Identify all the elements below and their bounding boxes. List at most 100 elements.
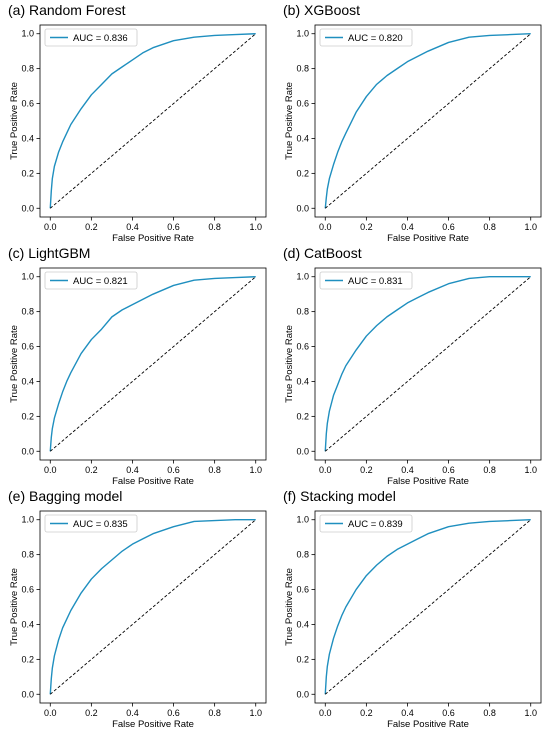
plot-frame [39, 24, 267, 218]
y-tick-label: 0.4 [21, 376, 34, 386]
legend: AUC = 0.821 [44, 271, 138, 290]
x-tick-label: 0.4 [126, 465, 139, 475]
legend: AUC = 0.839 [319, 514, 413, 533]
roc-curve [324, 276, 531, 452]
chance-line [49, 33, 257, 209]
y-tick-label: 0.4 [21, 133, 34, 143]
plot-frame [314, 510, 542, 704]
roc-curve [49, 33, 256, 209]
panel-title: (d) CatBoost [283, 245, 362, 261]
x-tick-label: 1.0 [524, 465, 537, 475]
legend-label: AUC = 0.821 [73, 276, 128, 287]
x-tick-label: 0.6 [442, 222, 455, 232]
x-tick-label: 0.8 [483, 465, 496, 475]
y-axis-title: True Positive Rate [9, 82, 20, 160]
chance-line [324, 519, 532, 695]
x-axis-title: False Positive Rate [112, 719, 194, 729]
legend-box [44, 271, 138, 290]
x-axis-title: False Positive Rate [387, 476, 469, 487]
x-tick-label: 0.8 [208, 465, 221, 475]
x-tick-label: 0.2 [360, 222, 373, 232]
legend: AUC = 0.836 [44, 28, 138, 47]
y-tick-label: 0.4 [21, 619, 34, 629]
x-tick-label: 0.8 [208, 222, 221, 232]
x-tick-label: 0.2 [85, 222, 98, 232]
y-axis-title: True Positive Rate [9, 568, 20, 646]
x-tick-label: 0.0 [44, 708, 57, 718]
y-tick-label: 0.2 [296, 654, 309, 664]
x-tick-label: 0.0 [44, 465, 57, 475]
legend: AUC = 0.831 [319, 271, 413, 290]
y-tick-label: 0.2 [21, 411, 34, 421]
x-axis-title: False Positive Rate [387, 233, 469, 244]
y-tick-label: 0.2 [21, 654, 34, 664]
x-tick-label: 0.4 [401, 708, 414, 718]
y-axis-title: True Positive Rate [9, 325, 20, 403]
x-tick-label: 0.4 [401, 222, 414, 232]
legend-box [44, 514, 138, 533]
x-tick-label: 0.2 [85, 465, 98, 475]
roc-curve [324, 519, 531, 695]
y-tick-label: 0.8 [296, 307, 309, 317]
roc-curve [49, 276, 256, 452]
chance-line [49, 519, 257, 695]
y-tick-label: 0.8 [296, 64, 309, 74]
legend-label: AUC = 0.831 [348, 276, 403, 287]
y-tick-label: 0.0 [21, 689, 34, 699]
plot-frame [39, 510, 267, 704]
legend-box [319, 514, 413, 533]
legend-label: AUC = 0.836 [73, 33, 128, 44]
roc-panel: (c) LightGBM 0.0 0.2 0.4 0.6 0.8 1.0 0.0 0.2 0.4 0… [0, 243, 275, 487]
y-tick-label: 0.0 [21, 446, 34, 456]
y-tick-label: 0.0 [296, 446, 309, 456]
panel-title: (a) Random Forest [8, 2, 126, 18]
roc-chart: 0.0 0.2 0.4 0.6 0.8 1.0 0.0 0.2 0.4 0.6 0.8 1.0 Fals… [284, 267, 542, 487]
panel-title: (b) XGBoost [283, 2, 361, 18]
x-tick-label: 0.0 [44, 222, 57, 232]
roc-chart: 0.0 0.2 0.4 0.6 0.8 1.0 0.0 0.2 0.4 0.6 0.8 1.0 Fals… [9, 24, 267, 244]
y-tick-label: 0.8 [296, 550, 309, 560]
chance-line [49, 276, 257, 452]
x-tick-label: 0.4 [401, 465, 414, 475]
x-tick-label: 1.0 [524, 222, 537, 232]
y-tick-label: 0.0 [21, 203, 34, 213]
x-tick-label: 0.0 [319, 222, 332, 232]
y-tick-label: 0.4 [296, 376, 309, 386]
roc-panel: (d) CatBoost 0.0 0.2 0.4 0.6 0.8 1.0 0.0 0.2 0.4 0… [275, 243, 550, 487]
panel-title: (e) Bagging model [8, 488, 123, 504]
y-tick-label: 0.0 [296, 689, 309, 699]
y-tick-label: 0.6 [21, 585, 34, 595]
x-tick-label: 0.2 [360, 708, 373, 718]
roc-panel: (f) Stacking model 0.0 0.2 0.4 0.6 0.8 1.0 0.0 0… [275, 486, 550, 729]
y-tick-label: 0.6 [21, 342, 34, 352]
y-tick-label: 0.2 [21, 168, 34, 178]
y-tick-label: 0.2 [296, 168, 309, 178]
y-axis-title: True Positive Rate [284, 568, 295, 646]
legend-box [319, 271, 413, 290]
roc-chart: 0.0 0.2 0.4 0.6 0.8 1.0 0.0 0.2 0.4 0.6 0.8 1.0 Fals… [9, 510, 267, 729]
chance-line [324, 276, 532, 452]
roc-panel: (b) XGBoost 0.0 0.2 0.4 0.6 0.8 1.0 0.0 0.2 0.4 0.… [275, 0, 550, 244]
legend-label: AUC = 0.835 [73, 519, 128, 530]
legend-label: AUC = 0.839 [348, 519, 403, 530]
x-tick-label: 0.0 [319, 708, 332, 718]
y-tick-label: 1.0 [21, 272, 34, 282]
x-tick-label: 0.8 [483, 222, 496, 232]
x-tick-label: 0.2 [360, 465, 373, 475]
x-tick-label: 0.6 [442, 465, 455, 475]
x-axis-title: False Positive Rate [387, 719, 469, 729]
panel-title: (c) LightGBM [8, 245, 91, 261]
x-tick-label: 0.8 [208, 708, 221, 718]
y-tick-label: 1.0 [21, 29, 34, 39]
x-tick-label: 0.6 [167, 708, 180, 718]
x-tick-label: 0.6 [442, 708, 455, 718]
x-tick-label: 1.0 [249, 708, 262, 718]
x-tick-label: 0.4 [126, 222, 139, 232]
y-tick-label: 0.0 [296, 203, 309, 213]
y-tick-label: 0.8 [21, 307, 34, 317]
y-tick-label: 0.6 [21, 99, 34, 109]
y-tick-label: 0.4 [296, 619, 309, 629]
x-tick-label: 1.0 [249, 465, 262, 475]
plot-frame [314, 24, 542, 218]
